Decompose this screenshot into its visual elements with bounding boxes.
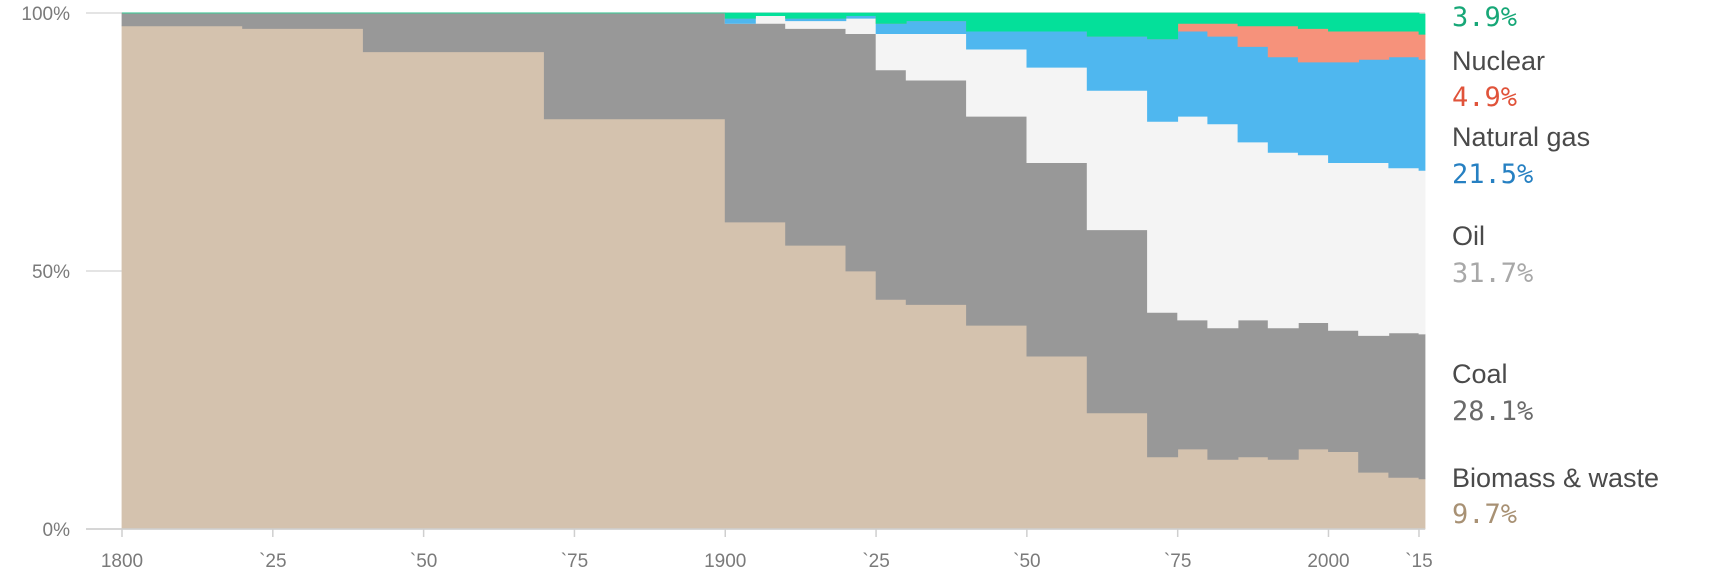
- legend-value-oil: 31.7%: [1452, 258, 1533, 289]
- legend-name-oil: Oil: [1452, 221, 1485, 251]
- legend-name-biomass-and-waste: Biomass & waste: [1452, 463, 1659, 493]
- legend-value-series-6: 3.9%: [1452, 2, 1517, 33]
- x-tick-label-1975: `75: [1164, 551, 1191, 572]
- x-tick-label-1850: `50: [410, 551, 437, 572]
- legend-value-coal: 28.1%: [1452, 396, 1533, 427]
- x-tick-label-1925: `25: [862, 551, 889, 572]
- y-tick-label-100: 100%: [21, 4, 70, 25]
- legend: 3.9% Nuclear 4.9% Natural gas 21.5% Oil 31.7% C…: [1452, 2, 1659, 530]
- x-tick-label-2000: 2000: [1307, 551, 1349, 572]
- x-tick-label-1875: `75: [561, 551, 588, 572]
- x-tick-label-1825: `25: [259, 551, 286, 572]
- legend-value-nuclear: 4.9%: [1452, 82, 1517, 113]
- y-tick-label-50: 50%: [32, 262, 70, 283]
- legend-name-coal: Coal: [1452, 359, 1508, 389]
- x-tick-label-2015: `15: [1405, 551, 1432, 572]
- x-tick-label-1800: 1800: [101, 551, 143, 572]
- legend-name-natural-gas: Natural gas: [1452, 122, 1590, 152]
- legend-value-natural-gas: 21.5%: [1452, 159, 1533, 190]
- legend-value-biomass-and-waste: 9.7%: [1452, 499, 1517, 530]
- legend-name-nuclear: Nuclear: [1452, 46, 1545, 76]
- x-tick-label-1950: `50: [1013, 551, 1040, 572]
- y-tick-label-0: 0%: [43, 520, 71, 541]
- x-tick-label-1900: 1900: [704, 551, 746, 572]
- stacked-areas: [122, 13, 1425, 529]
